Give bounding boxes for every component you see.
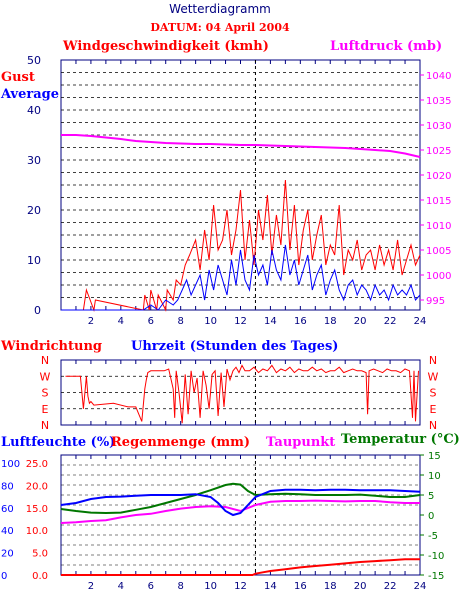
humidity-x-label: 12 bbox=[234, 581, 247, 592]
wind-x-label: 6 bbox=[148, 316, 154, 327]
direction-left-label: N bbox=[41, 419, 49, 432]
legend-gust: Gust bbox=[1, 70, 35, 85]
pressure-y-label: 1020 bbox=[426, 171, 451, 182]
wind-y-label: 40 bbox=[27, 104, 41, 117]
direction-right-label: N bbox=[429, 354, 437, 367]
humidity-x-label: 4 bbox=[118, 581, 124, 592]
humidity-y-label: 80 bbox=[1, 481, 14, 492]
humidity-x-label: 8 bbox=[177, 581, 183, 592]
wind-x-label: 24 bbox=[414, 316, 427, 327]
direction-series-line bbox=[65, 364, 419, 424]
pressure-y-label: 1010 bbox=[426, 221, 451, 232]
pressure-y-label: 1000 bbox=[426, 271, 451, 282]
rain-y-label: 10.0 bbox=[26, 526, 48, 537]
wind-x-label: 18 bbox=[324, 316, 337, 327]
direction-right-label: S bbox=[430, 387, 437, 400]
temp-y-label: -15 bbox=[428, 571, 444, 582]
chart-date: DATUM: 04 April 2004 bbox=[150, 21, 290, 34]
wind-x-label: 4 bbox=[118, 316, 124, 327]
wind-speed-title: Windgeschwindigkeit (kmh) bbox=[62, 39, 269, 54]
humidity-x-label: 24 bbox=[414, 581, 427, 592]
humidity-y-label: 100 bbox=[1, 459, 20, 470]
pressure-y-label: 1005 bbox=[426, 246, 451, 257]
wind-x-label: 20 bbox=[354, 316, 367, 327]
wind-x-label: 14 bbox=[264, 316, 277, 327]
time-axis-label: Uhrzeit (Stunden des Tages) bbox=[131, 339, 338, 354]
direction-left-label: W bbox=[40, 370, 51, 383]
rain-y-label: 15.0 bbox=[26, 504, 48, 515]
legend-average: Average bbox=[0, 87, 59, 102]
rain-y-label: 5.0 bbox=[32, 549, 48, 560]
direction-left-label: S bbox=[42, 387, 49, 400]
rain-series-line bbox=[61, 558, 420, 576]
pressure-title: Luftdruck (mb) bbox=[330, 39, 442, 54]
pressure-y-label: 1015 bbox=[426, 196, 451, 207]
temp-y-label: 5 bbox=[428, 491, 434, 502]
wind-plot-frame bbox=[60, 59, 421, 311]
humidity-plot-frame bbox=[60, 454, 421, 576]
wind-x-label: 8 bbox=[177, 316, 183, 327]
humidity-x-label: 22 bbox=[384, 581, 397, 592]
temp-y-label: 0 bbox=[428, 511, 434, 522]
dewpoint-series-line bbox=[60, 499, 420, 524]
humidity-series-line bbox=[60, 488, 421, 517]
pressure-series-line bbox=[61, 134, 421, 158]
humidity-x-label: 16 bbox=[294, 581, 307, 592]
wind-y-label: 0 bbox=[34, 304, 41, 317]
direction-title: Windrichtung bbox=[0, 339, 102, 354]
direction-left-label: N bbox=[41, 354, 49, 367]
humidity-x-label: 2 bbox=[88, 581, 94, 592]
gust-series-line bbox=[61, 179, 421, 312]
pressure-y-label: 1025 bbox=[426, 146, 451, 157]
pressure-y-label: 995 bbox=[426, 296, 445, 307]
humidity-y-label: 20 bbox=[1, 549, 14, 560]
temp-y-label: 10 bbox=[428, 471, 441, 482]
humidity-y-label: 60 bbox=[1, 504, 14, 515]
direction-right-label: W bbox=[428, 370, 439, 383]
temperature-title: Temperatur (°C) bbox=[341, 432, 460, 447]
humidity-y-label: 0 bbox=[1, 571, 7, 582]
wind-x-label: 10 bbox=[204, 316, 217, 327]
direction-right-label: N bbox=[429, 419, 437, 432]
temp-y-label: -10 bbox=[428, 551, 444, 562]
average-series-line bbox=[61, 244, 421, 311]
temp-y-label: -5 bbox=[428, 531, 438, 542]
wind-x-label: 22 bbox=[384, 316, 397, 327]
wind-y-label: 50 bbox=[27, 54, 41, 67]
rain-y-label: 20.0 bbox=[26, 481, 48, 492]
humidity-x-label: 14 bbox=[264, 581, 277, 592]
temperature-series-line bbox=[60, 482, 421, 515]
wind-x-label: 12 bbox=[234, 316, 247, 327]
rain-y-label: 25.0 bbox=[26, 459, 48, 470]
wind-y-label: 10 bbox=[27, 254, 41, 267]
direction-right-label: E bbox=[430, 403, 437, 416]
rain-y-label: 0.0 bbox=[32, 571, 48, 582]
humidity-x-label: 18 bbox=[324, 581, 337, 592]
temp-y-label: 15 bbox=[428, 451, 441, 462]
wind-y-label: 20 bbox=[27, 204, 41, 217]
pressure-y-label: 1030 bbox=[426, 121, 451, 132]
wind-y-label: 30 bbox=[27, 154, 41, 167]
humidity-x-label: 6 bbox=[148, 581, 154, 592]
direction-left-label: E bbox=[42, 403, 49, 416]
pressure-y-label: 1040 bbox=[426, 71, 451, 82]
humidity-x-label: 20 bbox=[354, 581, 367, 592]
dewpoint-title: Taupunkt bbox=[266, 435, 335, 450]
humidity-title: Luftfeuchte (%) bbox=[1, 435, 115, 450]
humidity-x-label: 10 bbox=[204, 581, 217, 592]
chart-title: Wetterdiagramm bbox=[169, 2, 271, 16]
humidity-y-label: 40 bbox=[1, 526, 14, 537]
wind-x-label: 16 bbox=[294, 316, 307, 327]
pressure-y-label: 1035 bbox=[426, 96, 451, 107]
rain-title: Regenmenge (mm) bbox=[111, 435, 250, 450]
wind-x-label: 2 bbox=[88, 316, 94, 327]
